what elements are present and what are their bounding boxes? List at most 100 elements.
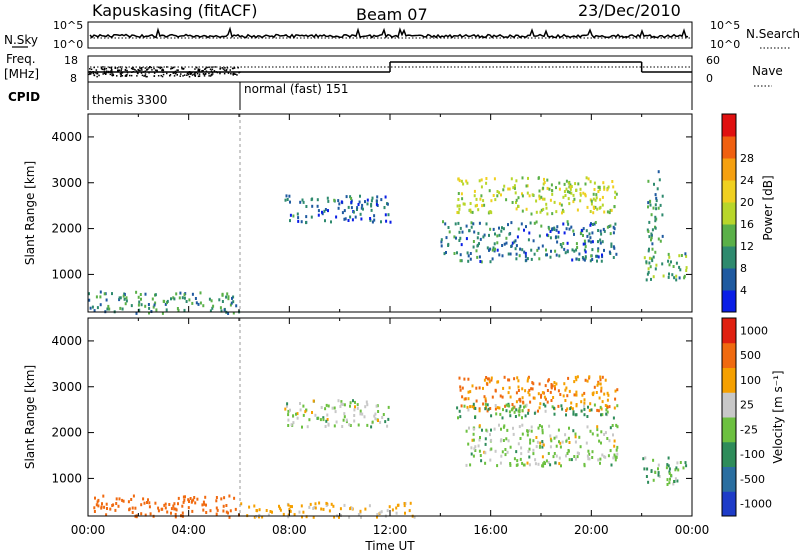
data-cell [287,409,290,413]
data-cell [546,400,549,404]
data-cell [440,240,443,244]
data-cell [606,406,609,410]
data-cell [175,292,178,296]
data-cell [289,505,292,508]
data-cell [492,246,495,250]
data-cell [366,202,369,206]
data-cell [343,503,346,507]
freq-point [125,67,128,69]
data-cell [376,513,379,516]
data-cell [296,212,299,216]
data-cell [651,247,654,251]
data-cell [596,259,598,263]
freq-point [120,73,122,75]
data-cell [395,511,398,515]
data-cell [657,467,659,471]
data-cell [545,206,548,210]
data-cell [558,440,560,444]
nsearch-tick-top: 10^5 [710,19,740,32]
freq-point [104,73,107,75]
data-cell [601,400,604,404]
freq-point [132,66,134,69]
data-cell [351,506,353,510]
data-cell [278,506,281,510]
data-cell [584,242,587,246]
data-cell [661,262,664,266]
freq-point [198,73,201,75]
data-cell [680,254,683,257]
freq-point [189,73,192,75]
data-cell [545,248,547,252]
data-cell [541,431,544,435]
data-cell [498,226,500,230]
data-cell [387,405,390,409]
data-cell [655,263,658,267]
data-cell [474,449,477,452]
freq-point [134,69,136,71]
data-cell [482,402,485,406]
data-cell [490,199,493,203]
colorbar-swatch [722,180,736,203]
data-cell [302,413,305,417]
data-cell [130,304,133,308]
freq-point [205,73,207,75]
data-cell [533,252,536,256]
data-cell [474,407,477,410]
freq-point [156,70,158,72]
data-cell [181,511,184,515]
data-cell [652,275,655,279]
colorbar-swatch [722,114,736,137]
data-cell [456,204,459,208]
data-cell [599,375,602,379]
data-cell [146,501,148,504]
freq-point [96,72,98,75]
data-cell [533,411,536,415]
freq-point [103,69,106,71]
data-cell [596,433,599,437]
data-cell [594,205,597,209]
data-cell [310,215,313,219]
data-cell [609,208,612,212]
freq-point [144,67,147,69]
data-cell [370,208,373,212]
data-cell [443,252,446,256]
data-cell [553,412,556,416]
data-cell [364,200,366,204]
data-cell [320,406,323,409]
data-cell [538,189,541,193]
data-cell [348,515,351,519]
data-cell [201,503,204,507]
data-cell [467,259,470,263]
freq-point [103,72,106,75]
data-cell [528,388,531,392]
data-cell [537,246,540,250]
freq-point [146,69,148,71]
data-cell [538,194,541,198]
data-cell [196,497,199,501]
freq-point [196,66,198,69]
data-cell [612,225,615,229]
freq-point [194,72,196,74]
data-cell [537,409,539,413]
data-cell [516,459,519,463]
data-cell [473,189,476,193]
data-cell [596,425,599,429]
data-cell [335,420,338,424]
data-cell [613,406,616,410]
data-cell [575,404,578,408]
data-cell [601,195,604,199]
data-cell [550,399,553,402]
freq-point [124,69,127,71]
data-cell [614,397,617,401]
data-cell [478,386,481,390]
nsky-label: N.Sky [4,33,38,47]
data-cell [369,217,372,220]
data-cell [476,203,478,207]
data-cell [221,300,224,303]
data-cell [550,386,553,390]
data-cell [103,292,106,296]
data-cell [615,448,618,452]
data-cell [591,231,594,235]
colorbar-swatch [722,246,736,269]
data-cell [525,258,528,262]
